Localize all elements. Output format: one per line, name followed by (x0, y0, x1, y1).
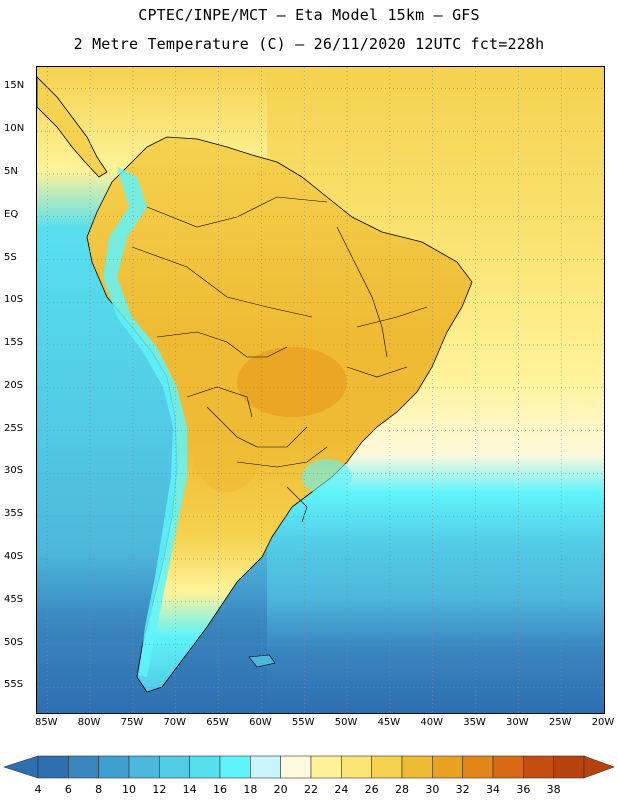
colorbar-tick-label: 18 (243, 783, 258, 796)
lat-tick-label: 5S (4, 251, 17, 263)
colorbar-tick-label: 4 (34, 783, 42, 796)
colorbar-tick-label: 16 (213, 783, 227, 796)
colorbar-cell (189, 755, 221, 779)
lon-tick-label: 60W (249, 717, 272, 728)
lat-tick-label: 15N (4, 80, 25, 92)
colorbar-tick-label: 10 (122, 783, 136, 796)
cool-southeast (302, 459, 352, 495)
colorbar-cell (37, 755, 69, 779)
colorbar-cell (280, 755, 312, 779)
lat-tick-label: 40S (4, 550, 24, 562)
colorbar-cell (159, 755, 190, 779)
colorbar-cell (462, 755, 494, 779)
colorbar-tick-label: 12 (152, 783, 167, 796)
warm-chaco (192, 402, 262, 492)
colorbar-tick-label: 24 (334, 783, 349, 796)
lon-tick-label: 85W (34, 717, 58, 728)
lon-tick-label: 25W (548, 717, 572, 728)
central-america-land (37, 76, 108, 178)
colorbar-cell (98, 755, 130, 779)
lat-tick-label: 20S (4, 379, 24, 391)
colorbar-tick-label: 20 (273, 783, 288, 796)
colorbar-cell (310, 755, 342, 779)
lat-tick-label: 50S (4, 636, 24, 648)
map-canvas (37, 67, 604, 713)
graticule (37, 67, 604, 713)
lat-tick-label: 45S (4, 593, 24, 605)
colorbar-tick-label: 32 (455, 783, 470, 796)
lat-tick-label: 55S (4, 679, 24, 691)
lat-tick-label: 10S (4, 294, 24, 306)
lon-tick-label: 35W (463, 717, 486, 728)
title-line-1: CPTEC/INPE/MCT – Eta Model 15km – GFS (138, 6, 480, 24)
colorbar-cell (401, 755, 433, 779)
lat-tick-label: 15S (4, 337, 24, 349)
colorbar-tick-label: 8 (95, 783, 103, 796)
lon-tick-label: 65W (206, 717, 229, 728)
colorbar-tick-label: 30 (425, 783, 440, 796)
colorbar-cell (492, 755, 524, 779)
colorbar-cell (68, 755, 99, 779)
lon-tick-label: 30W (506, 717, 529, 728)
lon-tick-label: 70W (163, 717, 187, 728)
hot-core (237, 347, 347, 417)
title-line-2: 2 Metre Temperature (C) – 26/11/2020 12U… (73, 35, 545, 53)
lon-tick-label: 75W (120, 717, 144, 728)
falkland-islands (248, 654, 276, 668)
colorbar-cell (371, 755, 403, 779)
colorbar-tick-label: 6 (64, 783, 72, 796)
andes-cold-band (103, 167, 187, 677)
lat-tick-label: 35S (4, 508, 24, 520)
lon-tick-label: 80W (77, 717, 101, 728)
lat-tick-label: 30S (4, 465, 24, 477)
lon-tick-label: 55W (291, 717, 315, 728)
colorbar-cell (341, 755, 372, 779)
colorbar-tick-label: 26 (364, 783, 379, 796)
colorbar-tick-label: 36 (516, 783, 531, 796)
lat-tick-label: 5N (4, 165, 18, 177)
colorbar-cell (523, 755, 554, 779)
lat-tick-label: 10N (4, 123, 25, 135)
lon-tick-label: 20W (591, 717, 615, 728)
colorbar-tick-label: 14 (182, 783, 197, 796)
colorbar-tick-label: 34 (486, 783, 500, 796)
colorbar-arrow-right (583, 755, 615, 779)
colorbar-cell (250, 755, 281, 779)
lon-tick-label: 50W (334, 717, 358, 728)
lat-tick-label: 25S (4, 422, 24, 434)
lon-tick-label: 40W (420, 717, 443, 728)
lon-tick-label: 45W (377, 717, 401, 728)
colorbar-tick-label: 38 (546, 783, 561, 796)
colorbar-arrow-left (3, 755, 39, 779)
colorbar (3, 755, 615, 779)
colorbar-cell (553, 755, 585, 779)
colorbar-cell (432, 755, 463, 779)
colorbar-tick-label: 28 (395, 783, 409, 796)
colorbar-tick-label: 22 (304, 783, 318, 796)
lat-tick-label: EQ (4, 208, 19, 220)
colorbar-cell (128, 755, 160, 779)
temperature-map[interactable] (36, 66, 605, 714)
colorbar-cell (219, 755, 251, 779)
